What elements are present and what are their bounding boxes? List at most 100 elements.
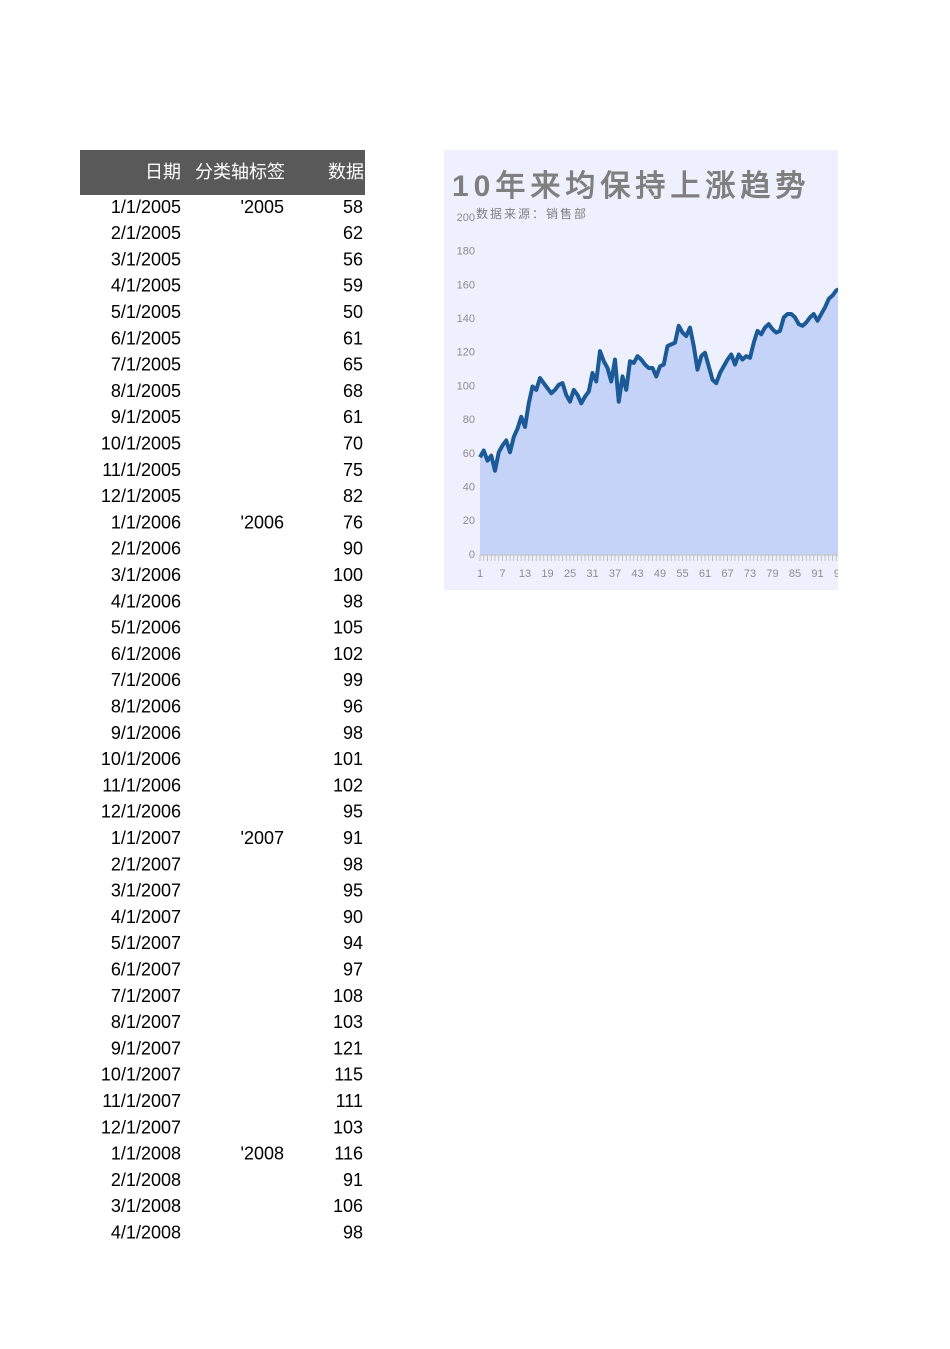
date-cell: 5/1/2007 — [111, 933, 181, 953]
date-cell: 8/1/2005 — [111, 381, 181, 401]
value-cell: 68 — [343, 381, 363, 401]
x-tick-label: 79 — [766, 568, 778, 580]
value-cell: 98 — [343, 723, 363, 743]
value-cell: 65 — [343, 355, 363, 375]
value-cell: 101 — [333, 749, 363, 769]
value-cell: 103 — [333, 1012, 363, 1032]
chart-title: 10年来均保持上涨趋势 — [452, 170, 810, 203]
value-cell: 116 — [334, 1144, 363, 1164]
value-cell: 50 — [343, 302, 363, 322]
y-tick-label: 160 — [457, 279, 475, 291]
table-body: 1/1/2005 '2005 58 2/1/2005 62 3/1/2005 56 4/1/2… — [101, 197, 363, 1243]
date-cell: 3/1/2007 — [111, 881, 181, 901]
date-cell: 6/1/2007 — [111, 959, 181, 979]
y-tick-label: 120 — [457, 347, 475, 359]
area — [480, 289, 838, 555]
header-cell: 分类轴标签 — [195, 162, 285, 182]
date-cell: 3/1/2005 — [111, 249, 181, 269]
value-cell: 99 — [343, 670, 363, 690]
date-cell: 7/1/2006 — [111, 670, 181, 690]
date-cell: 10/1/2006 — [101, 749, 181, 769]
label-cell: '2008 — [241, 1144, 284, 1164]
date-cell: 2/1/2006 — [111, 539, 181, 559]
y-tick-label: 20 — [463, 515, 475, 527]
x-tick-label: 31 — [586, 568, 598, 580]
value-cell: 100 — [333, 565, 363, 585]
date-cell: 4/1/2007 — [111, 907, 181, 927]
chart-subtitle: 数据来源：销售部 — [476, 206, 588, 221]
value-cell: 98 — [343, 591, 363, 611]
value-cell: 115 — [334, 1065, 363, 1085]
date-cell: 1/1/2005 — [111, 197, 181, 217]
x-tick-label: 73 — [744, 568, 756, 580]
x-tick-label: 49 — [654, 568, 666, 580]
value-cell: 103 — [333, 1117, 363, 1137]
value-cell: 102 — [333, 644, 363, 664]
date-cell: 4/1/2005 — [111, 276, 181, 296]
value-cell: 59 — [343, 276, 363, 296]
date-cell: 4/1/2008 — [111, 1222, 181, 1242]
chart: 10年来均保持上涨趋势 数据来源：销售部 0 20 40 60 80 100 120 140 1… — [444, 150, 846, 590]
y-tick-label: 80 — [463, 414, 475, 426]
label-cell: '2005 — [241, 197, 284, 217]
value-cell: 108 — [333, 986, 363, 1006]
value-cell: 102 — [333, 775, 363, 795]
date-cell: 10/1/2005 — [101, 433, 181, 453]
date-cell: 3/1/2008 — [111, 1196, 181, 1216]
value-cell: 61 — [343, 328, 363, 348]
value-cell: 94 — [343, 933, 363, 953]
x-tick-label: 25 — [564, 568, 576, 580]
x-tick-label: 7 — [499, 568, 505, 580]
y-tick-label: 0 — [469, 549, 475, 561]
date-cell: 9/1/2006 — [111, 723, 181, 743]
date-cell: 1/1/2008 — [111, 1144, 181, 1164]
x-tick-label: 97 — [834, 568, 846, 580]
x-tick-label: 1 — [477, 568, 483, 580]
label-cell: '2007 — [241, 828, 284, 848]
value-cell: 106 — [333, 1196, 363, 1216]
y-tick-label: 180 — [457, 246, 475, 258]
y-tick-label: 60 — [463, 448, 475, 460]
date-cell: 5/1/2006 — [111, 618, 181, 638]
date-cell: 3/1/2006 — [111, 565, 181, 585]
date-cell: 5/1/2005 — [111, 302, 181, 322]
date-cell: 4/1/2006 — [111, 591, 181, 611]
date-cell: 7/1/2007 — [111, 986, 181, 1006]
table-header — [80, 150, 365, 195]
y-tick-label: 200 — [457, 212, 475, 224]
date-cell: 1/1/2006 — [111, 512, 181, 532]
header-cell: 日期 — [145, 162, 181, 182]
y-tick-label: 140 — [457, 313, 475, 325]
date-cell: 12/1/2005 — [101, 486, 181, 506]
date-cell: 10/1/2007 — [101, 1065, 181, 1085]
date-cell: 12/1/2006 — [101, 802, 181, 822]
value-cell: 61 — [343, 407, 363, 427]
value-cell: 91 — [343, 828, 363, 848]
y-tick-label: 40 — [463, 482, 475, 494]
x-tick-label: 85 — [789, 568, 801, 580]
value-cell: 70 — [343, 433, 363, 453]
date-cell: 1/1/2007 — [111, 828, 181, 848]
date-cell: 9/1/2007 — [111, 1038, 181, 1058]
x-tick-label: 43 — [631, 568, 643, 580]
value-cell: 58 — [343, 197, 363, 217]
date-cell: 6/1/2005 — [111, 328, 181, 348]
x-tick-label: 55 — [676, 568, 688, 580]
x-tick-label: 13 — [519, 568, 531, 580]
value-cell: 90 — [343, 539, 363, 559]
y-tick-label: 100 — [457, 380, 475, 392]
value-cell: 98 — [343, 1222, 363, 1242]
date-cell: 11/1/2005 — [102, 460, 181, 480]
value-cell: 97 — [343, 959, 363, 979]
date-cell: 2/1/2008 — [111, 1170, 181, 1190]
x-tick-label: 91 — [811, 568, 823, 580]
value-cell: 95 — [343, 881, 363, 901]
line — [478, 287, 838, 473]
value-cell: 91 — [343, 1170, 363, 1190]
date-cell: 6/1/2006 — [111, 644, 181, 664]
date-cell: 2/1/2007 — [111, 854, 181, 874]
value-cell: 75 — [343, 460, 363, 480]
date-cell: 8/1/2006 — [111, 696, 181, 716]
value-cell: 96 — [343, 696, 363, 716]
